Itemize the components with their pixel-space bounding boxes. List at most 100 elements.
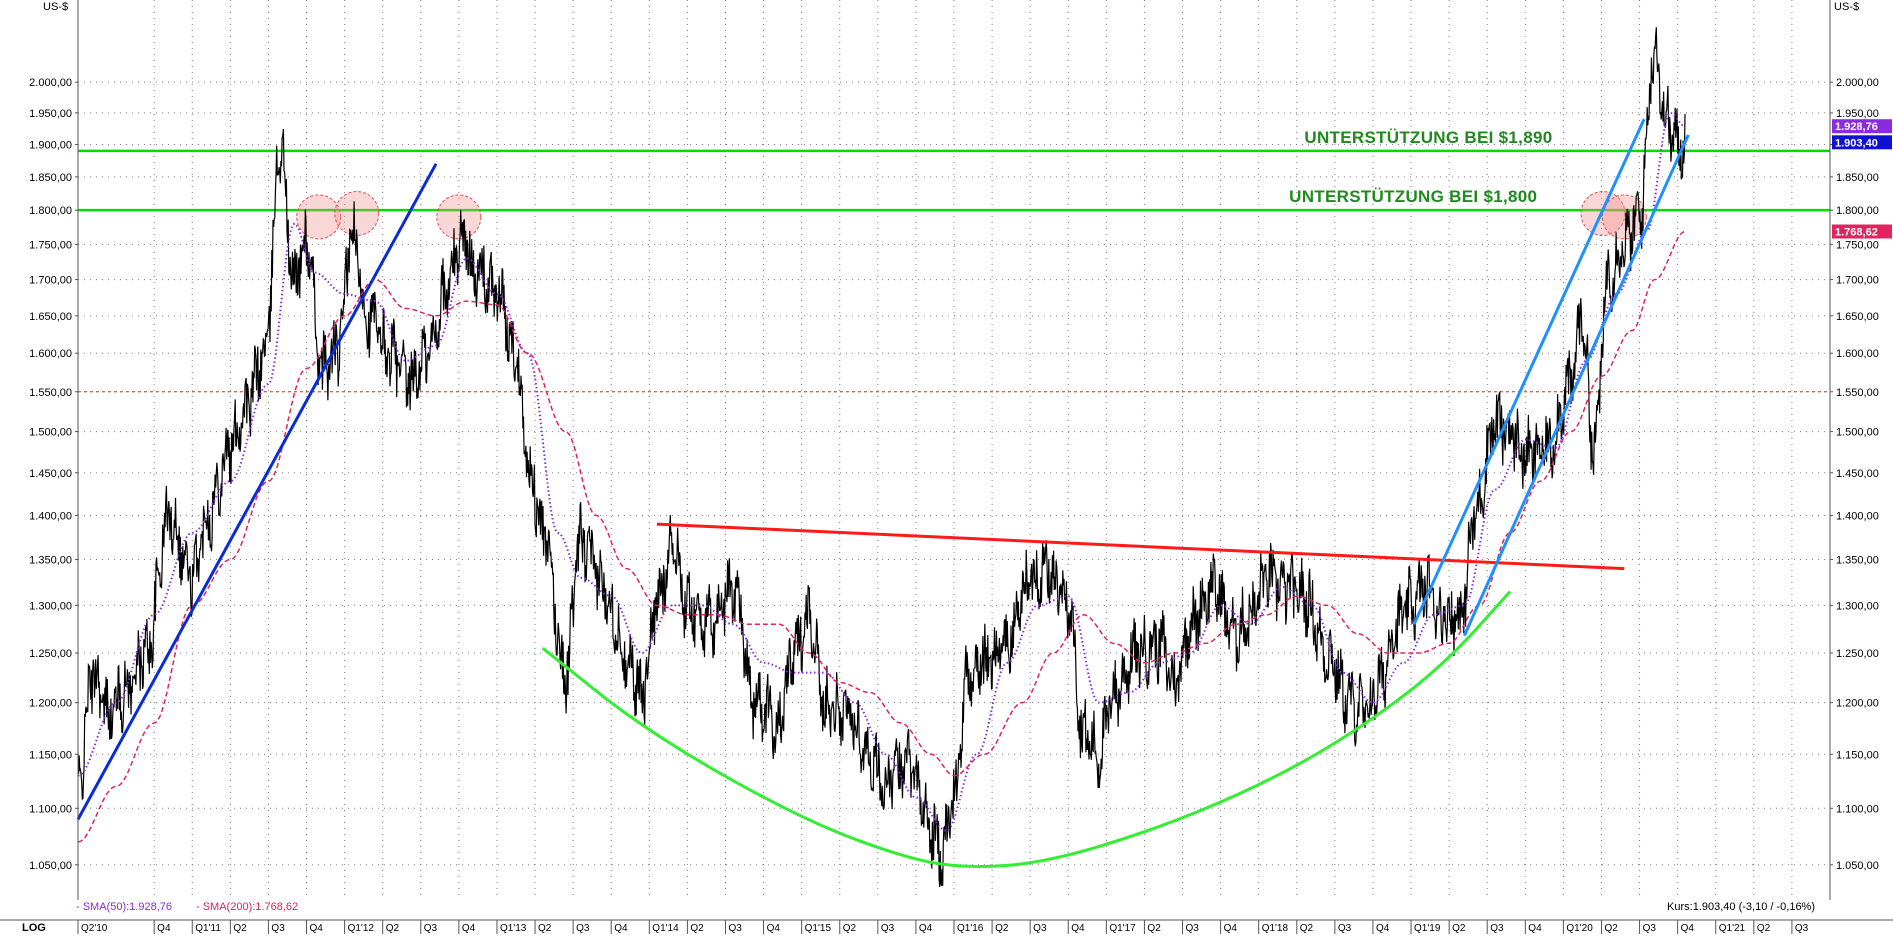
sma200-legend: - SMA(200):1.768,62 bbox=[196, 901, 298, 913]
y-tick-label-right: 1.600,00 bbox=[1836, 348, 1879, 360]
x-tick-label: Q1'12 bbox=[348, 923, 375, 934]
price-tag bbox=[1832, 224, 1892, 239]
highlight-circle bbox=[436, 194, 482, 240]
x-tick-label: Q3 bbox=[1033, 923, 1047, 934]
y-tick-label-right: 1.800,00 bbox=[1836, 205, 1879, 217]
y-tick-label-right: 1.550,00 bbox=[1836, 387, 1879, 399]
y-tick-label-left: 1.900,00 bbox=[29, 139, 72, 151]
kurs-readout: Kurs:1.903,40 (-3,10 / -0,16%) bbox=[1667, 901, 1815, 913]
x-tick-label: Q4 bbox=[310, 923, 324, 934]
highlight-circle bbox=[334, 191, 380, 237]
sma200-series-line bbox=[77, 230, 1686, 843]
channel-line bbox=[1462, 134, 1690, 637]
y-tick-label-left: 1.250,00 bbox=[29, 648, 72, 660]
x-tick-label: Q3 bbox=[576, 923, 590, 934]
x-tick-label: Q4 bbox=[1224, 923, 1238, 934]
support-label: UNTERSTÜTZUNG BEI $1,890 bbox=[1304, 128, 1552, 147]
y-tick-label-left: 1.350,00 bbox=[29, 555, 72, 567]
x-tick-label: Q2 bbox=[1147, 923, 1161, 934]
x-tick-label: Q4 bbox=[1528, 923, 1542, 934]
x-tick-label: Q3 bbox=[1186, 923, 1200, 934]
x-tick-label: Q4 bbox=[1071, 923, 1085, 934]
x-tick-label: Q2 bbox=[1757, 923, 1771, 934]
x-tick-label: Q4 bbox=[614, 923, 628, 934]
x-tick-label: Q4 bbox=[919, 923, 933, 934]
x-tick-label: Q1'11 bbox=[195, 923, 221, 934]
y-tick-label-left: 1.200,00 bbox=[29, 698, 72, 710]
x-tick-label: Q3 bbox=[1490, 923, 1504, 934]
x-tick-label: Q2 bbox=[995, 923, 1009, 934]
y-tick-label-right: 1.700,00 bbox=[1836, 275, 1879, 287]
price-tag-label: 1.903,40 bbox=[1835, 137, 1878, 149]
y-tick-label-left: 1.050,00 bbox=[29, 860, 72, 872]
unit-label-left: US-$ bbox=[43, 1, 68, 13]
y-tick-label-right: 1.150,00 bbox=[1836, 749, 1879, 761]
price-tag bbox=[1832, 135, 1892, 150]
y-tick-label-left: 1.600,00 bbox=[29, 348, 72, 360]
y-tick-label-left: 1.150,00 bbox=[29, 749, 72, 761]
x-tick-label: Q4 bbox=[1376, 923, 1390, 934]
y-tick-label-left: 1.700,00 bbox=[29, 275, 72, 287]
price-tag-label: 1.928,76 bbox=[1835, 121, 1878, 133]
y-tick-label-left: 1.850,00 bbox=[29, 172, 72, 184]
x-tick-label: Q1'19 bbox=[1414, 923, 1441, 934]
x-tick-label: Q1'15 bbox=[805, 923, 832, 934]
x-tick-label: Q1'14 bbox=[652, 923, 679, 934]
price-tag-label: 1.768,62 bbox=[1835, 227, 1878, 239]
y-tick-label-right: 1.300,00 bbox=[1836, 600, 1879, 612]
y-tick-label-left: 1.550,00 bbox=[29, 387, 72, 399]
y-tick-label-right: 1.500,00 bbox=[1836, 427, 1879, 439]
x-tick-label: Q4 bbox=[462, 923, 476, 934]
x-tick-label: Q2 bbox=[1604, 923, 1618, 934]
price-tag bbox=[1832, 119, 1892, 134]
y-tick-label-right: 1.850,00 bbox=[1836, 172, 1879, 184]
y-tick-label-left: 1.750,00 bbox=[29, 239, 72, 251]
y-tick-label-right: 1.950,00 bbox=[1836, 108, 1879, 120]
x-tick-label: Q3 bbox=[271, 923, 285, 934]
x-tick-label: Q3 bbox=[1643, 923, 1657, 934]
x-tick-label: Q3 bbox=[728, 923, 742, 934]
x-tick-label: Q1'21 bbox=[1719, 923, 1746, 934]
x-tick-label: Q3 bbox=[881, 923, 895, 934]
y-tick-label-right: 1.450,00 bbox=[1836, 468, 1879, 480]
y-tick-label-right: 1.750,00 bbox=[1836, 239, 1879, 251]
sma50-legend: - SMA(50):1.928,76 bbox=[76, 901, 172, 913]
y-tick-label-left: 2.000,00 bbox=[29, 77, 72, 89]
y-tick-label-left: 1.100,00 bbox=[29, 803, 72, 815]
sma50-series-line bbox=[77, 111, 1686, 832]
x-tick-label: Q3 bbox=[424, 923, 438, 934]
x-tick-label: Q3 bbox=[1795, 923, 1809, 934]
y-tick-label-right: 1.050,00 bbox=[1836, 860, 1879, 872]
x-tick-label: Q2 bbox=[690, 923, 704, 934]
x-tick-label: Q1'13 bbox=[500, 923, 527, 934]
x-tick-label: Q4 bbox=[157, 923, 171, 934]
unit-label-right: US-$ bbox=[1834, 1, 1859, 13]
resistance-line bbox=[656, 522, 1625, 571]
x-tick-label: Q1'18 bbox=[1262, 923, 1289, 934]
y-tick-label-left: 1.300,00 bbox=[29, 600, 72, 612]
x-tick-label: Q1'16 bbox=[957, 923, 984, 934]
highlight-circle bbox=[296, 194, 342, 240]
x-tick-label: Q4 bbox=[767, 923, 781, 934]
x-tick-label: Q2 bbox=[1300, 923, 1314, 934]
channel-line bbox=[1412, 118, 1646, 625]
rounding-bottom-curve bbox=[541, 590, 1512, 868]
y-tick-label-right: 1.200,00 bbox=[1836, 698, 1879, 710]
x-tick-label: Q2 bbox=[843, 923, 857, 934]
price-series-line bbox=[77, 27, 1686, 887]
y-tick-label-left: 1.500,00 bbox=[29, 427, 72, 439]
y-tick-label-right: 1.400,00 bbox=[1836, 510, 1879, 522]
x-tick-label: Q2 bbox=[1452, 923, 1466, 934]
y-tick-label-left: 1.450,00 bbox=[29, 468, 72, 480]
y-tick-label-right: 1.350,00 bbox=[1836, 555, 1879, 567]
scale-label: LOG bbox=[22, 922, 46, 934]
x-tick-label: Q2 bbox=[538, 923, 552, 934]
x-tick-label: Q1'20 bbox=[1566, 923, 1593, 934]
x-tick-label: Q4 bbox=[1681, 923, 1695, 934]
x-tick-label: Q3 bbox=[1338, 923, 1352, 934]
x-tick-label: Q2 bbox=[233, 923, 247, 934]
y-tick-label-left: 1.800,00 bbox=[29, 205, 72, 217]
x-tick-label: Q1'17 bbox=[1109, 923, 1136, 934]
